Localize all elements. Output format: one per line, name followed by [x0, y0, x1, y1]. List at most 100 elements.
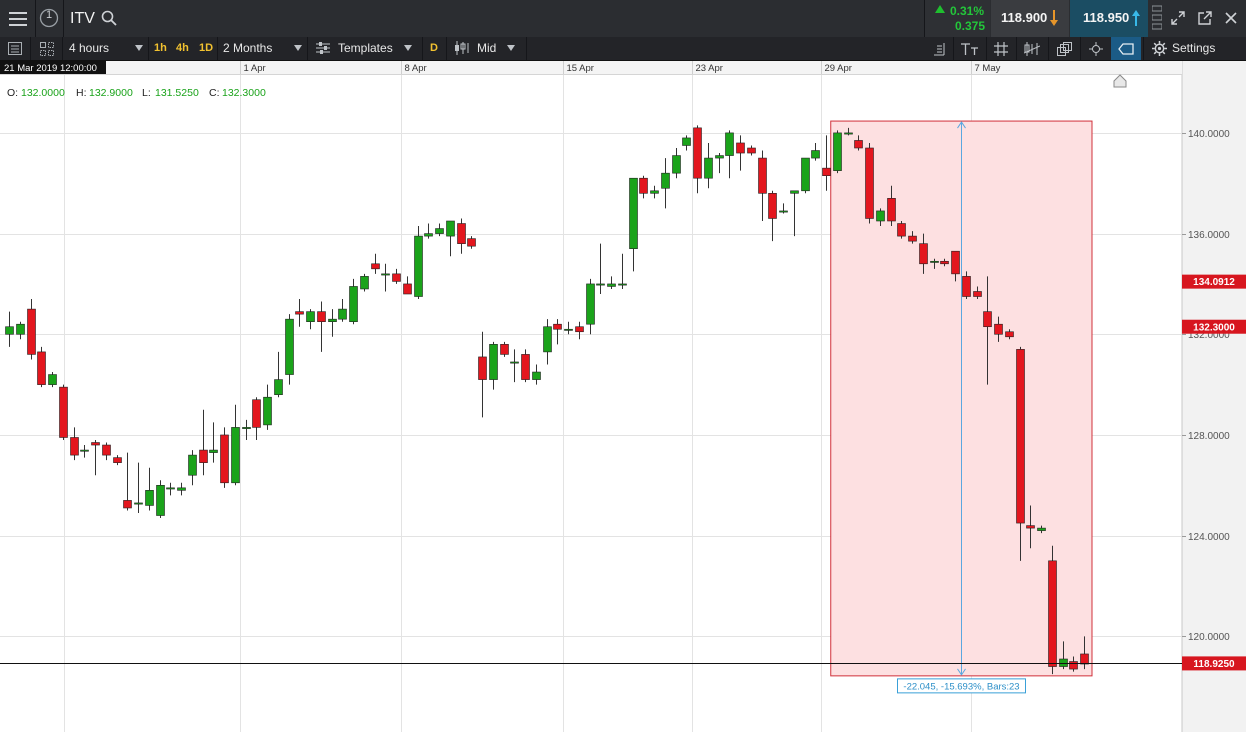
chart-type-icon[interactable]: [1020, 40, 1044, 57]
drawing-tool-icon[interactable]: [1111, 37, 1141, 60]
quick-interval-4h[interactable]: 4h: [176, 42, 189, 54]
candle-body: [500, 344, 509, 355]
candle-body: [865, 147, 874, 219]
expand-icon[interactable]: [1168, 8, 1188, 28]
candle: [424, 223, 433, 239]
candle: [134, 462, 143, 513]
layout-icon[interactable]: [38, 40, 56, 57]
candle-body: [532, 371, 541, 380]
candle: [242, 419, 251, 440]
y-tick-label: 136.0000: [1188, 230, 1230, 241]
candle-body: [887, 198, 896, 222]
candle-body: [1016, 349, 1025, 524]
candle-body: [317, 311, 326, 322]
scroll-to-top-icon[interactable]: [1113, 74, 1127, 88]
price-type-dropdown[interactable]: Mid: [449, 37, 525, 60]
candle: [102, 442, 111, 461]
candle-body: [618, 283, 627, 286]
buy-price-button[interactable]: 118.950: [1070, 0, 1148, 37]
link-group-icon[interactable]: 1: [38, 7, 60, 29]
candle: [231, 404, 240, 486]
candle: [478, 331, 487, 418]
candle-body: [607, 283, 616, 287]
price-chart[interactable]: -22.045, -15.693%, Bars:23 120.0000 124.0…: [0, 61, 1246, 732]
candle-body: [704, 157, 713, 179]
d-badge[interactable]: D: [430, 42, 438, 54]
grid-icon[interactable]: [990, 40, 1012, 57]
candle: [489, 341, 498, 390]
candle-body: [403, 283, 412, 295]
candle-body: [553, 323, 562, 330]
candle: [564, 321, 573, 335]
interval-label: 4 hours: [69, 41, 110, 55]
symbol-name[interactable]: ITV: [70, 10, 95, 27]
candle: [285, 314, 294, 385]
date-axis: 1 Apr 8 Apr 15 Apr 23 Apr 29 Apr 7 May: [240, 61, 1001, 74]
crosshair-icon[interactable]: [1084, 40, 1108, 57]
quick-interval-1d[interactable]: 1D: [199, 42, 214, 54]
quick-interval-1h[interactable]: 1h: [154, 42, 167, 54]
candle: [220, 427, 229, 488]
candle: [930, 258, 939, 269]
settings-button[interactable]: Settings: [1146, 37, 1246, 60]
range-dropdown[interactable]: 2 Months: [219, 37, 305, 60]
candle-body: [962, 276, 971, 297]
candle: [263, 384, 272, 430]
candle: [37, 346, 46, 388]
candle-body: [876, 210, 885, 222]
candle: [908, 231, 917, 244]
candle-body: [833, 132, 842, 171]
menu-icon[interactable]: [4, 5, 32, 32]
candle: [252, 397, 261, 440]
candle-body: [242, 427, 251, 429]
candle: [381, 263, 390, 292]
candle: [467, 236, 476, 249]
candle: [360, 273, 369, 292]
popout-icon[interactable]: [1195, 8, 1215, 28]
candle-body: [285, 318, 294, 375]
candle: [629, 177, 638, 272]
candle: [199, 409, 208, 476]
candle: [500, 341, 509, 357]
indicators-icon[interactable]: [928, 40, 950, 57]
candle-body: [951, 250, 960, 275]
candle: [725, 130, 734, 179]
y-tick-label: 140.0000: [1188, 129, 1230, 140]
interval-dropdown[interactable]: 4 hours: [64, 37, 148, 60]
search-icon[interactable]: [100, 9, 118, 27]
candle-body: [349, 286, 358, 322]
candle: [790, 190, 799, 237]
chart-list-icon[interactable]: [6, 40, 24, 57]
candle: [532, 364, 541, 385]
close-icon[interactable]: [1221, 8, 1241, 28]
candle-body: [156, 485, 165, 516]
candle: [543, 319, 552, 365]
candle-body: [209, 449, 218, 453]
y-tick-label: 124.0000: [1188, 532, 1230, 543]
layers-icon[interactable]: [1052, 40, 1076, 57]
templates-dropdown[interactable]: Templates: [310, 37, 420, 60]
ohlc-open-label: O:: [7, 87, 18, 99]
candle-body: [908, 235, 917, 242]
candle-body: [360, 276, 369, 290]
ohlc-high-value: 132.9000: [89, 87, 133, 99]
candle: [1026, 505, 1035, 549]
candle: [295, 299, 304, 327]
ohlc-low-label: L:: [142, 87, 151, 99]
candle-body: [457, 223, 466, 244]
candle-body: [715, 155, 724, 159]
candle-body: [564, 328, 573, 331]
candle-body: [220, 434, 229, 484]
price-tag: 118.9250: [1182, 656, 1246, 671]
templates-icon: [316, 41, 330, 60]
measure-label: -22.045, -15.693%, Bars:23: [903, 681, 1019, 692]
x-tick-label: 29 Apr: [825, 63, 852, 74]
depth-bars-icon[interactable]: [1150, 3, 1164, 33]
candle-body: [1026, 525, 1035, 529]
candle: [414, 226, 423, 300]
text-size-icon[interactable]: [957, 40, 983, 57]
sell-price-button[interactable]: 118.900: [991, 0, 1069, 37]
candle: [1037, 525, 1046, 534]
candle: [123, 452, 132, 511]
sell-price: 118.900: [1001, 10, 1048, 25]
